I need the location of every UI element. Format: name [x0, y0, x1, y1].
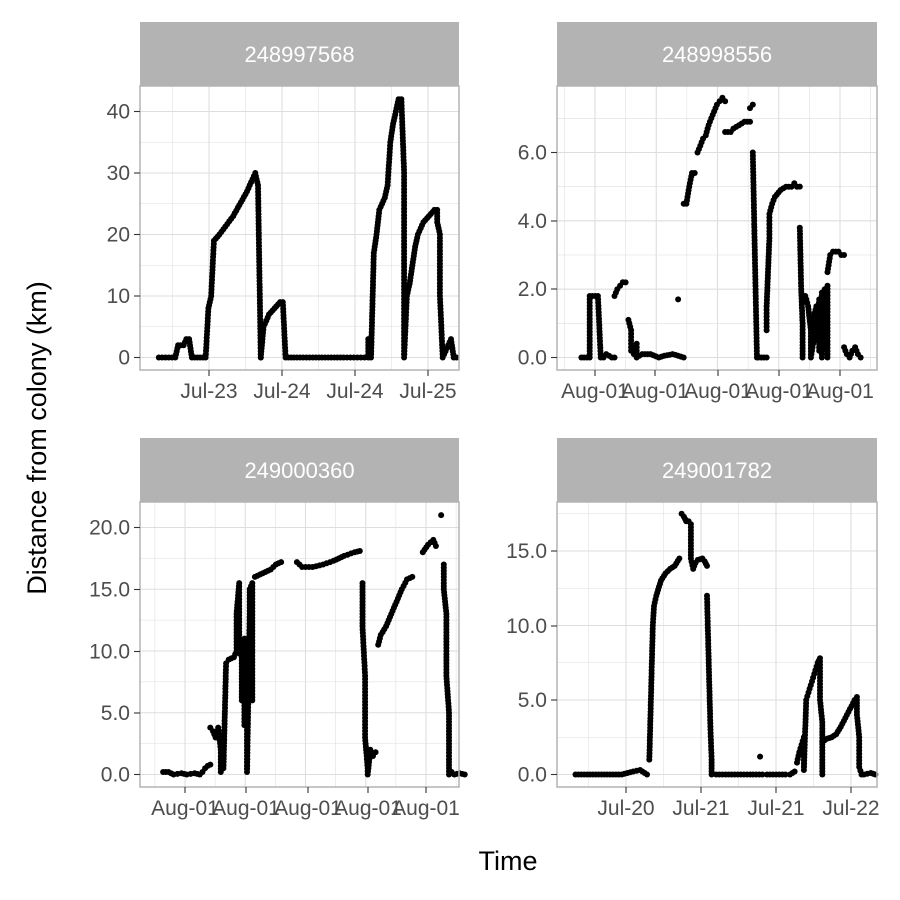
y-tick-label: 0.0	[101, 764, 130, 787]
x-tick-label: Aug-01	[274, 797, 342, 820]
y-axis-title: Distance from colony (km)	[22, 281, 52, 595]
panel-background	[140, 502, 459, 787]
data-point	[824, 354, 831, 361]
data-point	[799, 354, 806, 361]
data-point	[676, 555, 683, 562]
data-point	[857, 354, 864, 361]
x-tick-label: Jul-25	[399, 380, 456, 403]
x-tick-label: Jul-21	[672, 797, 729, 820]
y-tick-label: 5.0	[101, 702, 130, 725]
x-tick-label: Aug-01	[621, 380, 689, 403]
data-points	[572, 510, 879, 778]
data-point	[278, 559, 285, 566]
data-point	[432, 543, 439, 550]
y-tick-label: 0	[118, 347, 130, 370]
facet-strip-label: 248997568	[244, 42, 354, 67]
x-tick-label: Aug-01	[684, 380, 752, 403]
x-tick-label: Jul-23	[180, 380, 237, 403]
y-tick-label: 40	[107, 101, 130, 124]
x-tick-label: Aug-01	[392, 797, 460, 820]
data-point	[644, 771, 651, 778]
data-point	[763, 354, 770, 361]
y-tick-label: 10.0	[89, 641, 130, 664]
data-point	[207, 761, 214, 768]
data-point	[791, 768, 798, 775]
data-point	[356, 547, 363, 554]
facet-strip	[557, 438, 877, 502]
panel-background	[140, 86, 459, 370]
y-tick-label: 0.0	[518, 347, 547, 370]
data-point	[691, 170, 698, 176]
data-point	[675, 296, 682, 303]
data-points	[578, 94, 864, 361]
data-point	[759, 771, 766, 778]
x-tick-label: Jul-24	[326, 380, 384, 403]
y-tick-label: 0.0	[518, 764, 547, 787]
x-tick-label: Aug-01	[806, 380, 874, 403]
data-point	[747, 118, 754, 125]
data-point	[611, 354, 618, 361]
facet-panel: 2489985560.02.04.06.0Aug-01Aug-01Aug-01A…	[518, 22, 878, 403]
x-tick-label: Aug-01	[561, 380, 629, 403]
panels-group: 248997568 0 10 20 30 40 Jul-23 Jul-24 Jul-24 Jul-…	[89, 22, 880, 820]
data-point	[749, 101, 756, 108]
data-point	[372, 749, 379, 756]
y-tick-label: 15.0	[89, 579, 130, 602]
facet-panel: 248997568 0 10 20 30 40 Jul-23 Jul-24 Jul-24 Jul-…	[107, 22, 460, 403]
facet-panel: 2490003600.05.010.015.020.0Aug-01Aug-01A…	[89, 438, 468, 820]
facet-strip-label: 248998556	[662, 42, 772, 67]
x-tick-label: Aug-01	[212, 797, 280, 820]
y-tick-label: 6.0	[518, 142, 547, 165]
y-tick-label: 20.0	[89, 517, 130, 540]
y-tick-label: 30	[107, 162, 130, 185]
facet-panel: 249001782 0.0 5.0 10.0 15.0 Jul-20 Jul-21 Jul-2…	[506, 438, 880, 820]
y-tick-label: 10.0	[506, 615, 547, 638]
y-tick-label: 10	[107, 285, 130, 308]
data-point	[841, 252, 848, 258]
y-tick-label: 2.0	[518, 278, 547, 301]
data-point	[453, 354, 460, 361]
y-tick-label: 5.0	[518, 689, 547, 712]
data-points	[155, 96, 460, 361]
data-point	[757, 753, 764, 760]
gridlines	[140, 502, 459, 787]
x-tick-label: Jul-20	[597, 797, 654, 820]
data-point	[708, 771, 715, 778]
x-tick-label: Aug-01	[151, 797, 219, 820]
facet-strip-label: 249001782	[662, 458, 772, 483]
x-tick-label: Jul-24	[253, 380, 311, 403]
facet-strip	[557, 22, 877, 86]
data-point	[796, 183, 803, 190]
facet-strip	[140, 438, 459, 502]
data-point	[622, 279, 629, 286]
x-tick-label: Aug-01	[745, 380, 813, 403]
data-point	[409, 573, 416, 580]
y-tick-label: 20	[107, 224, 130, 247]
data-point	[782, 771, 789, 778]
data-point	[680, 354, 687, 361]
data-point	[722, 98, 729, 105]
data-point	[704, 562, 711, 569]
data-point	[461, 771, 468, 778]
x-axis-title: Time	[479, 846, 538, 876]
y-tick-label: 15.0	[506, 540, 547, 563]
y-tick-label: 4.0	[518, 210, 547, 233]
facet-strip	[140, 22, 459, 86]
facet-strip-label: 249000360	[244, 458, 354, 483]
data-point	[438, 512, 445, 519]
data-point	[249, 697, 256, 704]
x-tick-label: Jul-21	[747, 797, 804, 820]
x-tick-label: Jul-22	[822, 797, 879, 820]
x-tick-label: Aug-01	[334, 797, 402, 820]
data-point	[819, 771, 826, 778]
data-points	[160, 512, 468, 778]
panel-background	[557, 502, 877, 787]
